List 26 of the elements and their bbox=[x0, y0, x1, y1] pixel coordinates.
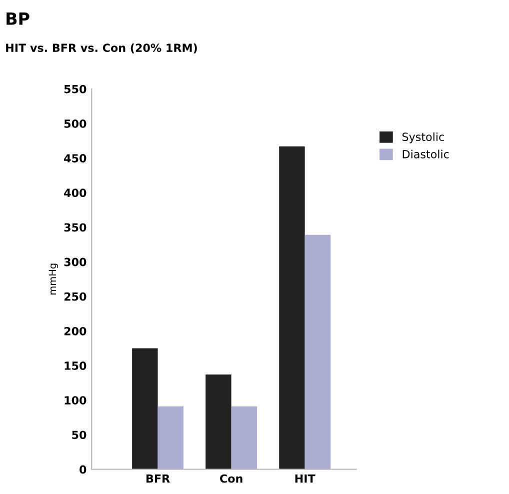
x-tick-label: BFR bbox=[146, 474, 170, 483]
y-tick-label: 250 bbox=[64, 292, 86, 301]
y-axis-title: mmHg bbox=[48, 264, 58, 294]
y-tick-label: 50 bbox=[72, 430, 86, 440]
bar bbox=[132, 348, 158, 470]
bar bbox=[279, 146, 305, 470]
bar bbox=[206, 374, 232, 470]
y-tick-label: 350 bbox=[64, 223, 86, 232]
legend-label: Diastolic bbox=[402, 150, 449, 158]
y-tick-label: 450 bbox=[64, 154, 86, 162]
y-tick-label: 0 bbox=[80, 465, 86, 474]
y-tick-label: 200 bbox=[64, 326, 86, 336]
y-tick-label: 500 bbox=[64, 119, 86, 128]
bar bbox=[158, 406, 184, 470]
y-tick-label: 100 bbox=[64, 396, 86, 405]
chart-title: BP bbox=[6, 12, 30, 25]
y-tick-label: 550 bbox=[64, 84, 86, 94]
chart-subtitle: HIT vs. BFR vs. Con (20% 1RM) bbox=[6, 43, 197, 54]
x-tick-label: HIT bbox=[295, 474, 316, 483]
y-tick-label: 300 bbox=[64, 258, 86, 266]
bar bbox=[304, 234, 331, 470]
legend-label: Systolic bbox=[402, 132, 444, 144]
bar bbox=[231, 406, 258, 470]
y-tick-label: 150 bbox=[64, 362, 86, 370]
y-tick-label: 400 bbox=[64, 188, 86, 198]
x-tick-label: Con bbox=[220, 474, 242, 483]
